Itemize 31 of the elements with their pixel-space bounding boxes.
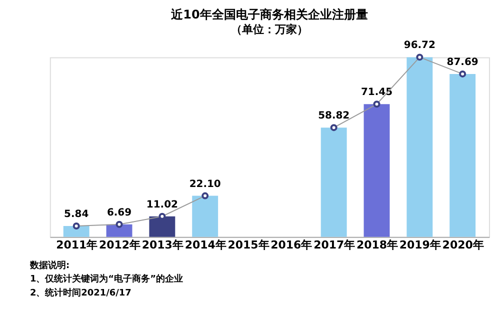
x-tick-label: 2017年 bbox=[314, 238, 356, 252]
data-label: 22.10 bbox=[189, 178, 221, 190]
x-tick-label: 2020年 bbox=[442, 238, 484, 252]
bar bbox=[106, 224, 132, 237]
data-label: 11.02 bbox=[146, 199, 178, 210]
x-tick-label: 2014年 bbox=[184, 238, 226, 252]
bar bbox=[320, 128, 347, 237]
text: 数据说明: bbox=[28, 260, 70, 271]
data-label: 6.69 bbox=[106, 207, 132, 218]
x-tick-label: 2011年 bbox=[56, 238, 98, 252]
data-label: 87.69 bbox=[446, 56, 478, 68]
x-tick-label: 2019年 bbox=[399, 238, 441, 252]
x-tick-label: 2012年 bbox=[98, 238, 141, 252]
x-tick-label: 2015年 bbox=[228, 238, 270, 252]
bar bbox=[364, 104, 390, 237]
bar bbox=[450, 74, 476, 237]
bar bbox=[192, 196, 218, 237]
text: 2、统计时间2021/6/17 bbox=[30, 288, 132, 299]
bar bbox=[63, 226, 90, 237]
data-label: 96.72 bbox=[404, 40, 436, 52]
data-label: 5.84 bbox=[64, 209, 89, 220]
data-label: 71.45 bbox=[360, 87, 393, 98]
x-tick-label: 2013年 bbox=[142, 238, 184, 252]
bar bbox=[149, 216, 176, 237]
data-label: 58.82 bbox=[318, 110, 350, 122]
chart-subtitle: （单位：万家） bbox=[230, 23, 308, 36]
x-tick-label: 2018年 bbox=[356, 238, 398, 252]
chart-title: 近10年全国电子商务相关企业注册量 bbox=[170, 7, 368, 22]
text: 1、仅统计关键词为“电子商务”的企业 bbox=[30, 274, 183, 285]
bar bbox=[406, 57, 433, 237]
x-tick-label: 2016年 bbox=[270, 238, 312, 252]
